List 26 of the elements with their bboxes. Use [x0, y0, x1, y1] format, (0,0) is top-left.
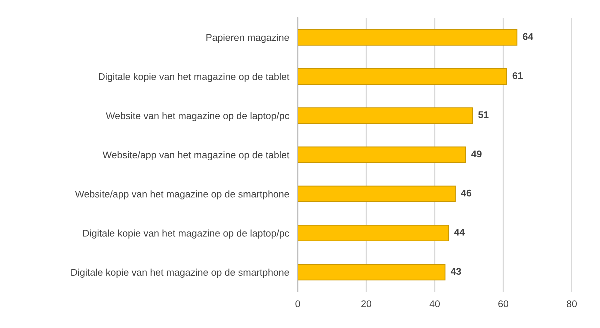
y-tick-label: Papieren magazine — [206, 34, 290, 44]
x-tick-label: 60 — [498, 300, 509, 308]
y-tick-label: Digitale kopie van het magazine op de tablet — [99, 73, 290, 82]
y-tick-label: Digitale kopie van het magazine op de smartphone — [72, 268, 290, 278]
data-label: 51 — [478, 112, 489, 118]
bar — [298, 68, 508, 85]
data-label: 43 — [450, 268, 462, 276]
y-tick-label: Website van het magazine op de laptop/pc — [106, 112, 290, 122]
data-label: 64 — [523, 33, 534, 40]
x-tick-label: 40 — [430, 300, 440, 308]
bar — [298, 264, 446, 281]
x-tick-label: 0 — [296, 300, 300, 308]
y-tick-label: Website/app van het magazine op de tablet — [102, 151, 290, 161]
x-tick-label: 80 — [567, 300, 578, 308]
bar — [298, 225, 450, 242]
bar — [298, 146, 466, 164]
x-tick-label: 20 — [362, 300, 372, 308]
bar — [298, 108, 474, 124]
data-label: 61 — [512, 72, 524, 80]
data-label: 44 — [454, 229, 466, 236]
y-tick-label: Digitale kopie van het magazine op de laptop/pc — [83, 230, 290, 239]
data-label: 46 — [461, 190, 472, 197]
data-label: 49 — [472, 150, 482, 158]
bar — [298, 186, 456, 202]
bar — [298, 29, 518, 46]
y-tick-label: Website/app van het magazine op de smartphone — [75, 190, 290, 200]
